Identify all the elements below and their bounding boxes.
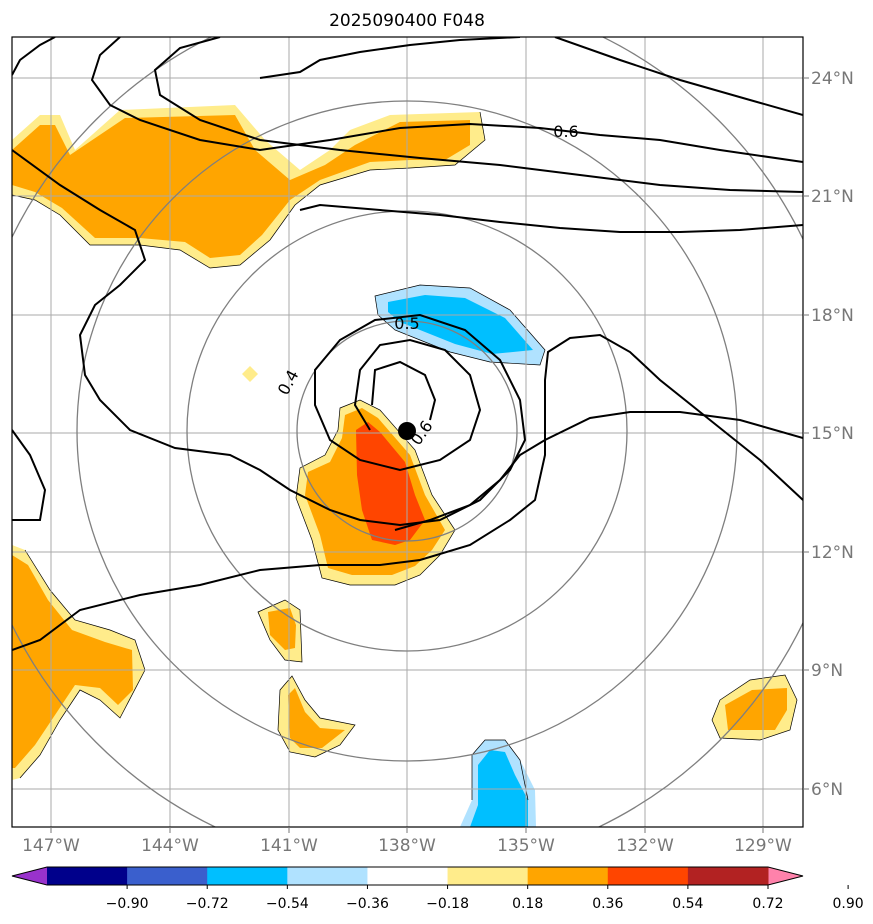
lat-label: 6°N [811,780,843,800]
colorbar-cell [687,867,769,885]
lon-label: 135°W [497,836,555,856]
shade-east-core [725,688,787,730]
lon-label: 132°W [616,836,674,856]
colorbar-cell [127,867,208,885]
colorbar-cell [607,867,689,885]
axis-ticks [50,77,809,833]
lat-label: 15°N [811,424,854,444]
storm-center-marker [398,422,416,440]
colorbar-tick-label: −0.90 [106,896,149,912]
lon-label: 147°W [22,836,80,856]
shade-small-dot [242,366,258,382]
lat-label: 24°N [811,69,854,89]
shade-south-hook-core [288,688,345,748]
shade-small-south-core [268,608,296,650]
colorbar: −0.90 −0.72 −0.54 −0.36 −0.18 0.18 0.36 0.54 0.7… [11,866,864,912]
longitude-labels: 147°W 144°W 141°W 138°W 135°W 132°W 129°… [22,836,792,856]
contour-label-inner-north: 0.5 [394,314,419,333]
lon-label: 129°W [734,836,792,856]
lon-label: 138°W [378,836,436,856]
colorbar-extend-max [768,867,803,885]
lon-label: 141°W [260,836,318,856]
map-plot-area: 0.6 0.5 0.4 0.6 [12,37,803,827]
contour-label-west: 0.4 [274,367,303,398]
colorbar-cell [47,867,128,885]
contour-lines [12,37,803,651]
colorbar-tick-label: 0.36 [592,896,623,912]
lon-label: 144°W [141,836,199,856]
colorbar-cell [527,867,609,885]
latitude-labels: 24°N 21°N 18°N 15°N 12°N 9°N 6°N [811,69,854,800]
range-rings [12,37,803,827]
colorbar-cell [367,867,449,885]
shade-blue-core [388,295,533,354]
lat-label: 21°N [811,187,854,207]
shade-southwest-core [12,555,133,768]
shade-center-core [356,422,425,545]
shaded-fields [12,105,797,827]
colorbar-cell [287,867,368,885]
colorbar-cell [447,867,529,885]
colorbar-outline [11,866,804,886]
colorbar-extend-min [12,867,47,885]
contour-label-north: 0.6 [553,122,578,141]
colorbar-tick-label: 0.18 [512,896,543,912]
map-title: 2025090400 F048 [329,11,485,31]
colorbar-tick-label: 0.90 [833,896,864,912]
lat-label: 12°N [811,543,854,563]
colorbar-tick-label: −0.18 [426,896,469,912]
colorbar-tick-label: −0.72 [186,896,229,912]
colorbar-tick-label: −0.36 [346,896,389,912]
colorbar-tick-label: 0.72 [752,896,783,912]
colorbar-tick-label: −0.54 [266,896,309,912]
lat-label: 18°N [811,306,854,326]
colorbar-tick-label: 0.54 [672,896,703,912]
lat-label: 9°N [811,661,843,681]
colorbar-cell [207,867,288,885]
